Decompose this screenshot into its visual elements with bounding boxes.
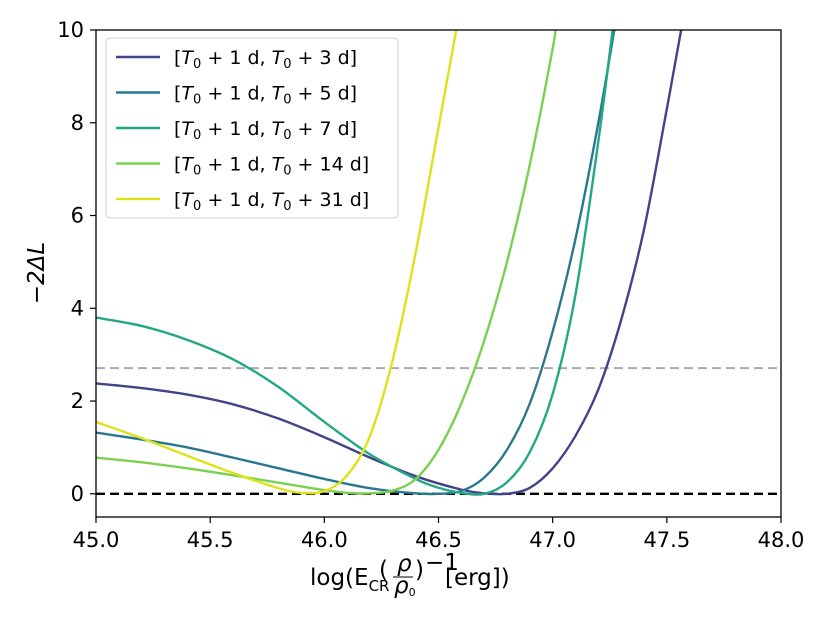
- series-line-4: [96, 30, 557, 495]
- x-axis-label-rho: ρ: [397, 551, 412, 577]
- y-tick-label: 0: [71, 482, 84, 506]
- y-tick-label: 6: [71, 204, 84, 228]
- series-line-1: [96, 30, 683, 496]
- legend-box: [105, 37, 399, 219]
- x-tick-label: 45.0: [73, 528, 120, 552]
- series-lines: [96, 30, 683, 496]
- legend-label-1: [T0 + 1 d, T0 + 3 d]: [174, 47, 357, 72]
- y-tick-label: 4: [71, 296, 84, 320]
- y-axis-label: −2ΔL: [24, 242, 50, 304]
- y-tick-label: 8: [71, 111, 84, 135]
- x-tick-label: 46.0: [301, 528, 348, 552]
- x-axis-label-close-paren: ): [415, 557, 424, 583]
- x-tick-label: 46.5: [415, 528, 462, 552]
- x-axis-label-open-paren: (: [379, 557, 388, 583]
- y-axis-ticks: 0 2 4 6 8 10: [57, 18, 96, 506]
- x-tick-label: 47.5: [643, 528, 690, 552]
- x-axis-label-rho0: ρ0: [394, 573, 416, 599]
- y-tick-label: 10: [57, 18, 84, 42]
- x-axis-ticks: 45.0 45.5 46.0 46.5 47.0 47.5 48.0: [73, 517, 805, 552]
- x-tick-label: 45.5: [187, 528, 234, 552]
- x-axis-label: log(ECR ( ρ ρ0 ) −1 [erg]): [310, 550, 510, 599]
- legend-label-2: [T0 + 1 d, T0 + 5 d]: [174, 83, 357, 108]
- x-tick-label: 48.0: [758, 528, 805, 552]
- reference-lines: [96, 367, 781, 496]
- legend-label-5: [T0 + 1 d, T0 + 31 d]: [174, 189, 369, 214]
- x-axis-label-unit: [erg]): [445, 565, 510, 591]
- legend-label-3: [T0 + 1 d, T0 + 7 d]: [174, 118, 357, 143]
- y-tick-label: 2: [71, 389, 84, 413]
- series-line-3: [96, 30, 614, 496]
- series-line-2: [96, 30, 616, 496]
- x-axis-label-main: log(ECR: [310, 565, 389, 595]
- legend: [T0 + 1 d, T0 + 3 d] [T0 + 1 d, T0 + 5 d]…: [105, 37, 399, 219]
- series-line-5: [96, 30, 458, 495]
- legend-label-4: [T0 + 1 d, T0 + 14 d]: [174, 154, 369, 179]
- x-tick-label: 47.0: [529, 528, 576, 552]
- x-axis-label-exponent: −1: [425, 550, 459, 576]
